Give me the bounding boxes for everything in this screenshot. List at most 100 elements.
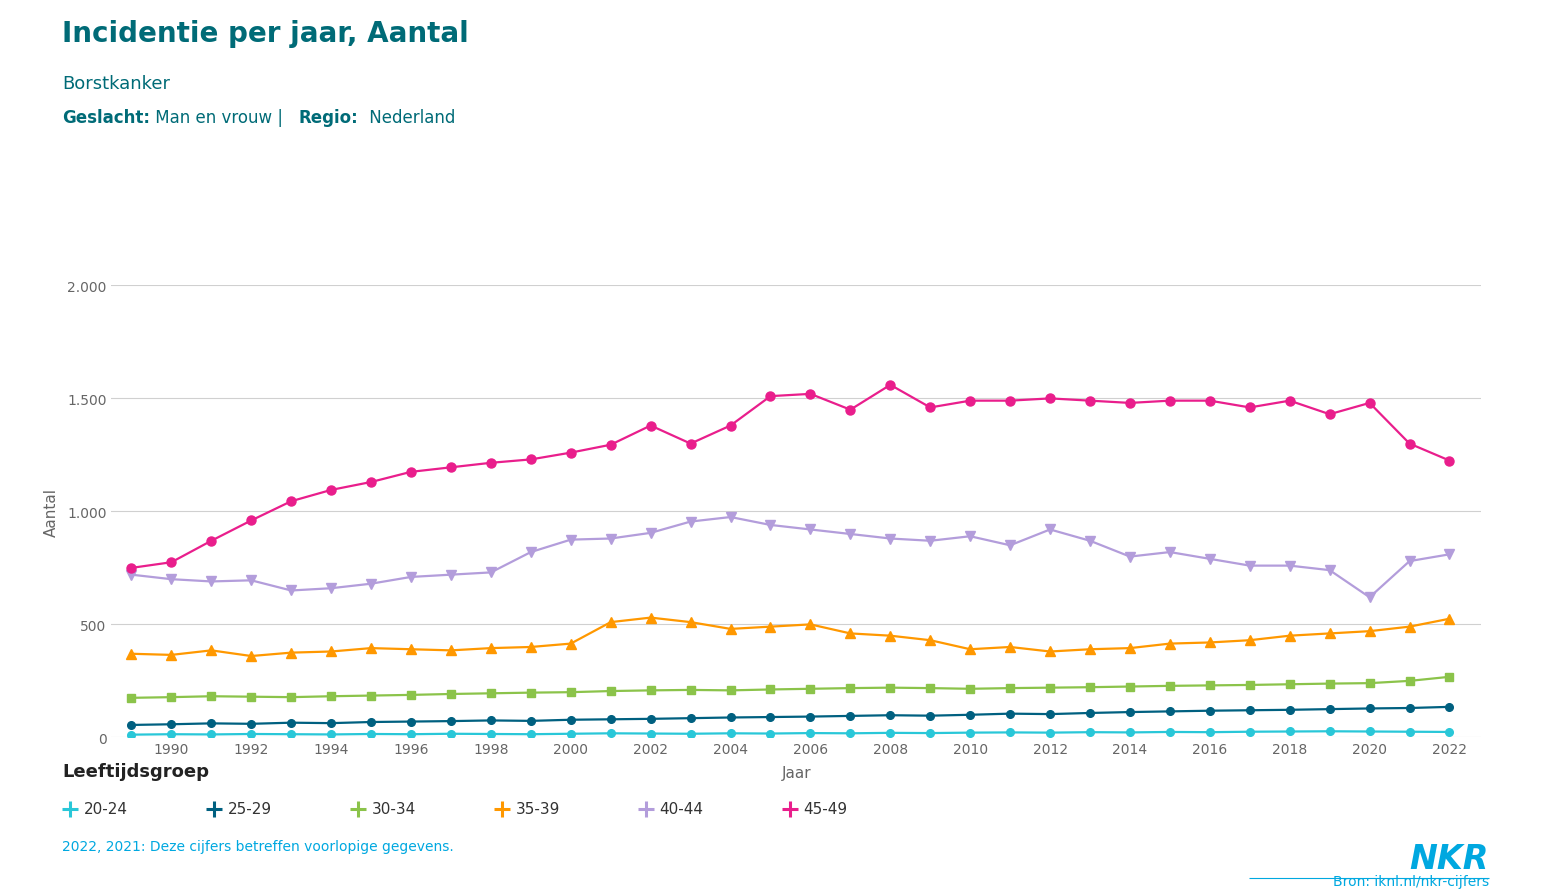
- 40-44: [1361, 592, 1379, 603]
- 20-24: [1121, 727, 1139, 738]
- 35-39: [122, 649, 141, 660]
- 20-24: [802, 728, 820, 738]
- Text: Regio:: Regio:: [299, 109, 359, 127]
- 45-49: [1240, 402, 1259, 413]
- 20-24: [1201, 727, 1220, 738]
- 35-39: [1002, 642, 1020, 653]
- 30-34: [602, 686, 621, 696]
- 45-49: [481, 458, 500, 468]
- 45-49: [362, 477, 381, 488]
- 40-44: [1161, 547, 1180, 558]
- Text: Incidentie per jaar, Aantal: Incidentie per jaar, Aantal: [62, 20, 469, 47]
- 35-39: [282, 647, 300, 658]
- 45-49: [961, 396, 980, 407]
- 25-29: [602, 714, 621, 725]
- Line: 45-49: 45-49: [127, 381, 1454, 573]
- 20-24: [163, 729, 181, 739]
- 35-39: [762, 621, 780, 632]
- 35-39: [1280, 630, 1299, 641]
- 30-34: [1401, 676, 1420, 687]
- Text: Leeftijdsgroep: Leeftijdsgroep: [62, 762, 209, 780]
- 30-34: [562, 687, 580, 697]
- 25-29: [1361, 704, 1379, 714]
- 30-34: [762, 684, 780, 695]
- 40-44: [1040, 525, 1059, 536]
- 45-49: [1280, 396, 1299, 407]
- 40-44: [481, 568, 500, 578]
- 30-34: [1320, 679, 1339, 689]
- 30-34: [1440, 671, 1458, 682]
- 40-44: [203, 577, 221, 587]
- Text: 25-29: 25-29: [228, 802, 272, 816]
- 35-39: [203, 645, 221, 656]
- 20-24: [841, 728, 859, 738]
- 20-24: [122, 730, 141, 740]
- 30-34: [1081, 682, 1099, 693]
- Line: 35-39: 35-39: [127, 613, 1454, 661]
- 30-34: [1121, 681, 1139, 692]
- 35-39: [322, 646, 341, 657]
- 35-39: [841, 628, 859, 639]
- 40-44: [1440, 549, 1458, 560]
- 30-34: [921, 683, 940, 694]
- 40-44: [441, 569, 460, 580]
- 30-34: [322, 691, 341, 702]
- 45-49: [721, 421, 740, 432]
- Text: Geslacht:: Geslacht:: [62, 109, 150, 127]
- 30-34: [402, 690, 421, 701]
- 30-34: [122, 693, 141, 704]
- 25-29: [1240, 705, 1259, 716]
- 30-34: [802, 684, 820, 695]
- 30-34: [1002, 683, 1020, 694]
- 45-49: [1002, 396, 1020, 407]
- 40-44: [1240, 561, 1259, 571]
- 25-29: [241, 719, 260, 730]
- 30-34: [1280, 679, 1299, 690]
- 40-44: [163, 574, 181, 585]
- 30-34: [1240, 679, 1259, 690]
- 30-34: [641, 685, 659, 696]
- 25-29: [1121, 707, 1139, 718]
- 35-39: [441, 645, 460, 656]
- 35-39: [562, 638, 580, 649]
- 35-39: [1121, 643, 1139, 654]
- 20-24: [1361, 726, 1379, 737]
- 20-24: [1320, 726, 1339, 737]
- 25-29: [522, 716, 540, 727]
- 25-29: [1320, 704, 1339, 714]
- 25-29: [282, 718, 300, 729]
- 30-34: [681, 685, 700, 696]
- 40-44: [602, 534, 621, 544]
- 25-29: [441, 716, 460, 727]
- 30-34: [1361, 678, 1379, 688]
- X-axis label: Jaar: Jaar: [782, 764, 811, 780]
- 20-24: [961, 728, 980, 738]
- 35-39: [1040, 646, 1059, 657]
- 35-39: [402, 645, 421, 655]
- 30-34: [881, 682, 899, 693]
- Line: 40-44: 40-44: [127, 513, 1454, 602]
- 40-44: [241, 576, 260, 586]
- 45-49: [1320, 409, 1339, 420]
- 45-49: [1361, 398, 1379, 409]
- 40-44: [1401, 556, 1420, 567]
- 20-24: [1161, 727, 1180, 738]
- 40-44: [641, 527, 659, 538]
- Text: Man en vrouw |: Man en vrouw |: [150, 109, 288, 127]
- 20-24: [481, 729, 500, 739]
- 20-24: [562, 729, 580, 739]
- 20-24: [602, 728, 621, 738]
- 25-29: [641, 713, 659, 724]
- 20-24: [241, 729, 260, 739]
- 20-24: [203, 730, 221, 740]
- 45-49: [163, 557, 181, 568]
- 30-34: [241, 692, 260, 703]
- 30-34: [163, 692, 181, 703]
- 25-29: [1002, 708, 1020, 719]
- 25-29: [163, 719, 181, 730]
- 30-34: [522, 687, 540, 698]
- Text: Nederland: Nederland: [364, 109, 455, 127]
- 25-29: [1040, 709, 1059, 720]
- 45-49: [122, 563, 141, 574]
- 20-24: [762, 729, 780, 739]
